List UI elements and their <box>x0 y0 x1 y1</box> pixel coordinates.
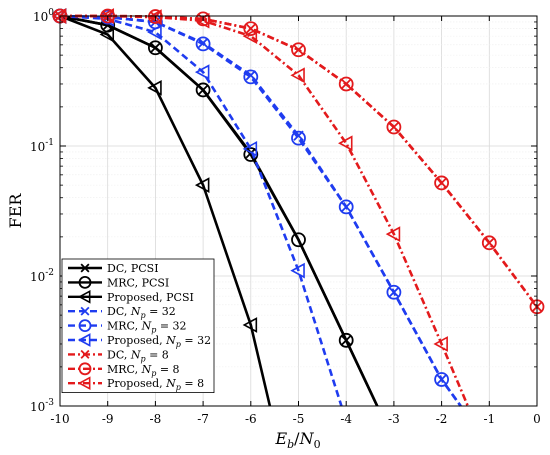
legend-entry: MRC, Np = 32 <box>68 319 187 335</box>
data-point <box>242 28 258 44</box>
data-point <box>194 177 210 193</box>
x-tick-label: -4 <box>340 412 352 426</box>
x-tick-label: -6 <box>245 412 257 426</box>
data-point <box>147 40 163 56</box>
x-axis-label-sub1: b <box>287 438 294 451</box>
data-point <box>434 372 450 387</box>
x-tick-label: -5 <box>293 412 305 426</box>
x-tick-label: -10 <box>50 412 69 426</box>
legend-marker <box>78 275 92 289</box>
data-point <box>195 82 211 98</box>
x-tick-label: -3 <box>388 412 400 426</box>
series-line <box>59 14 272 407</box>
data-point <box>194 64 210 80</box>
legend-entry: MRC, PCSI <box>68 275 169 289</box>
y-tick-label: 10-2 <box>30 268 54 284</box>
x-tick-label: 0 <box>533 412 541 426</box>
data-point <box>242 317 258 333</box>
data-point <box>195 11 211 27</box>
legend-box <box>61 258 215 394</box>
legend-entry: Proposed, PCSI <box>68 289 194 304</box>
legend-entry: Proposed, Np = 32 <box>68 333 211 349</box>
data-point <box>291 130 306 146</box>
data-point <box>290 67 305 84</box>
data-point <box>245 70 256 81</box>
legend-label: MRC, PCSI <box>107 276 169 289</box>
data-point <box>242 141 258 157</box>
series-line <box>59 14 379 407</box>
legend-marker <box>77 333 91 347</box>
x-tick-label: -7 <box>197 412 209 426</box>
legend-entry: MRC, Np = 8 <box>68 362 180 378</box>
data-point <box>291 232 306 248</box>
legend-marker <box>78 319 92 333</box>
ticks <box>59 15 538 407</box>
x-axis-label: Eb/N0 <box>274 429 320 451</box>
data-point <box>338 76 354 92</box>
legend-entry: DC, Np = 32 <box>68 305 176 320</box>
data-point <box>291 42 306 58</box>
legend-label: Proposed, Np = 32 <box>107 334 211 349</box>
data-point <box>290 262 305 279</box>
data-point <box>386 119 402 135</box>
x-tick-label: -2 <box>436 412 448 426</box>
data-point <box>338 332 354 348</box>
legend-entry: DC, Np = 8 <box>68 348 169 363</box>
legend-label: DC, PCSI <box>107 262 159 275</box>
legend-marker-stroke <box>80 306 90 316</box>
x-axis-label-var2: N <box>299 429 315 448</box>
legend-marker-stroke <box>80 349 90 359</box>
series-line <box>59 14 462 407</box>
data-point <box>385 226 401 242</box>
legend-marker <box>80 263 90 273</box>
data-point <box>338 135 353 152</box>
x-tick-label: -9 <box>102 412 114 426</box>
data-point <box>243 147 259 162</box>
legend-marker <box>80 349 90 359</box>
series-2 <box>51 8 272 407</box>
data-point <box>243 21 259 36</box>
data-point <box>386 284 402 300</box>
legend-entry: DC, PCSI <box>68 262 159 275</box>
y-tick-label: 10-3 <box>30 398 54 414</box>
legend-marker-stroke <box>80 263 90 273</box>
data-point <box>147 24 162 41</box>
data-point <box>99 26 115 43</box>
legend-label: Proposed, Np = 8 <box>107 377 204 392</box>
data-point <box>195 36 211 52</box>
data-point <box>243 69 259 85</box>
legend-label: MRC, Np = 32 <box>107 320 187 335</box>
legend-marker <box>77 376 91 391</box>
x-axis-label-sub2: 0 <box>314 438 321 451</box>
x-tick-label: -8 <box>150 412 162 426</box>
series-line <box>60 14 470 407</box>
legend-marker <box>78 362 92 376</box>
data-point <box>338 199 354 215</box>
data-point-stroke <box>484 237 495 249</box>
legend-label: DC, Np = 32 <box>107 305 176 320</box>
x-axis-label-var1: E <box>274 429 287 448</box>
data-point <box>433 336 448 352</box>
data-point <box>481 235 497 251</box>
legend-marker <box>77 289 91 304</box>
y-axis-label: FER <box>6 193 25 229</box>
legend-label: DC, Np = 8 <box>107 348 169 363</box>
data-point <box>434 175 450 191</box>
legend-label: Proposed, PCSI <box>107 291 194 304</box>
legend-entry: Proposed, Np = 8 <box>68 376 204 392</box>
legend-label: MRC, Np = 8 <box>107 363 180 378</box>
x-tick-label: -1 <box>483 412 495 426</box>
y-tick-label: 100 <box>33 8 54 24</box>
data-point <box>147 80 162 96</box>
legend-marker <box>80 306 90 316</box>
x-axis-label-slash: / <box>294 429 300 448</box>
y-tick-label: 10-1 <box>30 138 54 154</box>
data-point-stroke <box>245 70 256 81</box>
